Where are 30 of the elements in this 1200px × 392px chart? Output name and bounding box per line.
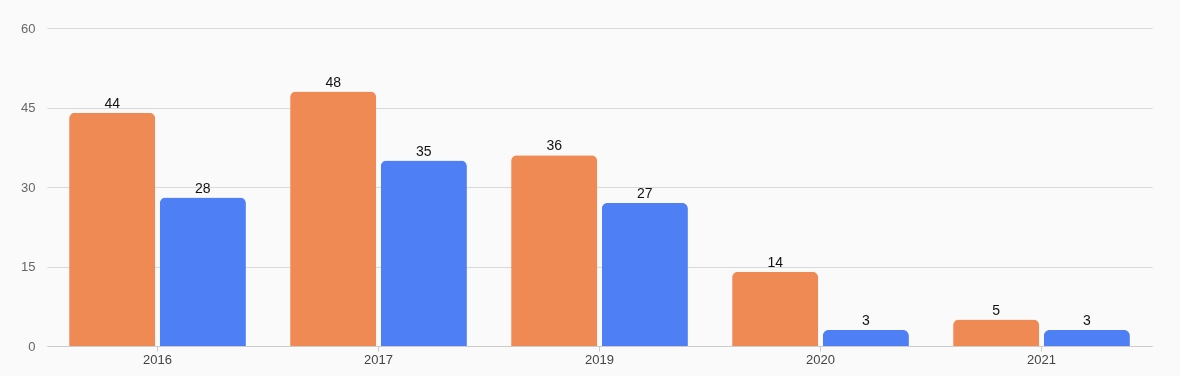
data-label: 5 bbox=[992, 301, 1001, 318]
data-label: 44 bbox=[104, 94, 121, 111]
bar bbox=[953, 319, 1040, 346]
x-tick-label: 2016 bbox=[143, 351, 172, 367]
data-label: 3 bbox=[861, 312, 870, 329]
bar bbox=[511, 155, 598, 346]
bar bbox=[380, 160, 467, 346]
x-tick-label: 2017 bbox=[364, 351, 393, 367]
bar bbox=[1043, 330, 1130, 346]
y-tick-label: 0 bbox=[28, 338, 36, 354]
x-tick-label: 2021 bbox=[1027, 351, 1056, 367]
data-label: 14 bbox=[767, 253, 784, 270]
data-label: 36 bbox=[546, 137, 563, 154]
x-tick-label: 2019 bbox=[585, 351, 614, 367]
bar bbox=[69, 112, 156, 346]
data-label: 35 bbox=[416, 142, 432, 159]
data-label: 3 bbox=[1082, 312, 1091, 329]
y-tick-label: 30 bbox=[21, 179, 36, 195]
data-label: 27 bbox=[637, 184, 653, 201]
bar bbox=[290, 91, 377, 346]
bar bbox=[159, 197, 246, 346]
bar bbox=[601, 202, 688, 346]
y-tick-label: 60 bbox=[21, 20, 36, 36]
x-tick-label: 2020 bbox=[806, 351, 835, 367]
data-label: 28 bbox=[195, 179, 211, 196]
bar bbox=[732, 271, 819, 346]
y-tick-label: 15 bbox=[21, 259, 36, 274]
data-label: 48 bbox=[325, 73, 342, 90]
y-tick-label: 45 bbox=[21, 100, 36, 115]
bar bbox=[822, 330, 909, 346]
